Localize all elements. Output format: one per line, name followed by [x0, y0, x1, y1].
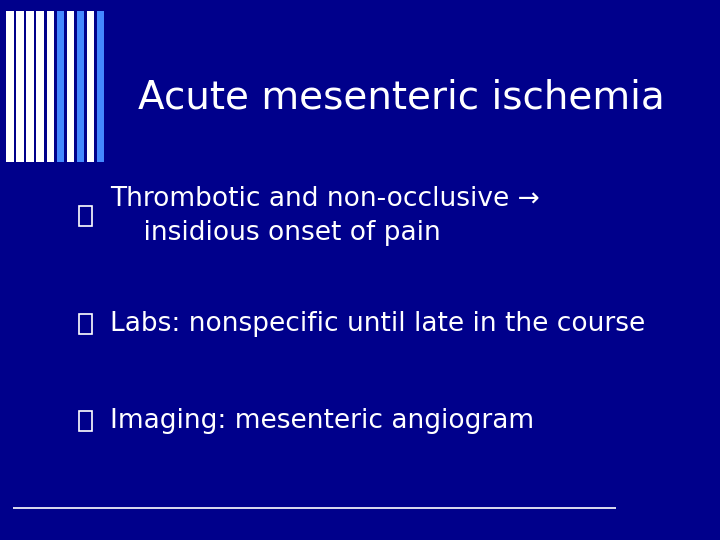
Bar	[57, 11, 64, 162]
Bar	[67, 11, 74, 162]
Bar	[76, 11, 84, 162]
Bar	[78, 206, 92, 226]
Bar	[78, 411, 92, 431]
Bar	[78, 314, 92, 334]
Bar	[17, 11, 24, 162]
Text: Labs: nonspecific until late in the course: Labs: nonspecific until late in the cour…	[110, 311, 645, 337]
Bar	[47, 11, 54, 162]
Bar	[37, 11, 44, 162]
Text: Acute mesenteric ischemia: Acute mesenteric ischemia	[138, 78, 665, 116]
Text: Imaging: mesenteric angiogram: Imaging: mesenteric angiogram	[110, 408, 534, 434]
Bar	[96, 11, 104, 162]
Bar	[86, 11, 94, 162]
Bar	[27, 11, 34, 162]
Bar	[6, 11, 14, 162]
Text: Thrombotic and non-occlusive →
    insidious onset of pain: Thrombotic and non-occlusive → insidious…	[110, 186, 540, 246]
